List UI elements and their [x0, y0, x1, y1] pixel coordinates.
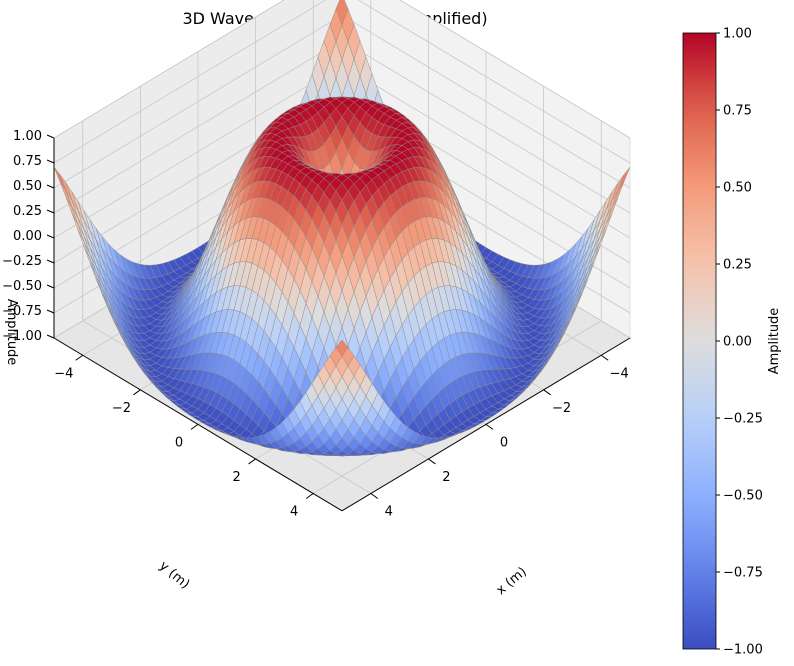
y-tick	[248, 458, 256, 465]
x-tick	[600, 354, 609, 361]
wall-grid-line	[53, 39, 343, 214]
x-tick	[428, 458, 436, 465]
colorbar-tick-label: −0.50	[723, 489, 763, 504]
x-tick	[370, 493, 379, 499]
x-tick	[543, 389, 551, 396]
z-tick	[46, 134, 55, 139]
z-tick	[46, 234, 55, 239]
colorbar-label: Amplitude	[767, 308, 782, 375]
z-axis-label: Amplitude	[4, 299, 19, 366]
y-tick	[305, 493, 314, 499]
y-axis-label: y (m)	[156, 558, 192, 592]
wall-grid-line	[341, 64, 631, 239]
z-tick	[46, 209, 55, 214]
colorbar-tick-label: 0.25	[723, 258, 752, 273]
z-tick	[46, 159, 55, 164]
z-tick-label: 1.00	[13, 129, 42, 144]
axes-ticks: −4 −2 0 2 4 −4 −2 0 2 4 −1.00 −0.75 −0.50 −0.25 0.00 0.…	[2, 129, 631, 520]
colorbar: −1.00 −0.75 −0.50 −0.25 0.00 0.25 0.50 0.75 1.00	[682, 27, 763, 658]
wall-grid-line	[357, 0, 631, 164]
z-tick	[46, 284, 55, 289]
x-tick-label: 0	[500, 435, 508, 450]
colorbar-tick-label: 0.75	[723, 104, 752, 119]
wall-grid-line	[53, 0, 285, 139]
wall-grid-line	[341, 39, 631, 214]
x-tick	[485, 423, 494, 430]
x-tick-label: −4	[610, 366, 629, 381]
z-tick-label: −1.00	[2, 329, 42, 344]
x-tick-label: −2	[552, 401, 571, 416]
z-tick-label: −0.25	[2, 254, 42, 269]
colorbar-tick-label: 0.50	[723, 181, 752, 196]
y-tick	[75, 354, 84, 361]
y-tick-label: −2	[112, 401, 131, 416]
y-tick-label: 4	[290, 505, 298, 520]
y-tick-label: 0	[175, 435, 183, 450]
z-tick-label: 0.50	[13, 179, 42, 194]
colorbar-tick-label: 0.00	[723, 335, 752, 350]
y-tick-label: 2	[232, 470, 240, 485]
wall-grid-line	[53, 64, 343, 239]
wall-grid-line	[341, 14, 631, 189]
x-tick-label: 4	[385, 505, 393, 520]
y-tick	[133, 389, 141, 396]
z-tick-label: −0.50	[2, 279, 42, 294]
z-tick-label: 0.25	[13, 204, 42, 219]
colorbar-tick-label: −0.75	[723, 566, 763, 581]
wall-grid-line	[399, 0, 631, 139]
surface-facet	[335, 339, 349, 357]
x-tick-label: 2	[442, 470, 450, 485]
z-tick	[46, 309, 55, 314]
z-tick	[46, 334, 55, 339]
y-tick	[190, 423, 199, 430]
z-tick-label: 0.75	[13, 154, 42, 169]
colorbar-gradient	[682, 32, 717, 650]
wall-grid-line	[53, 0, 327, 164]
y-tick-label: −4	[54, 366, 73, 381]
colorbar-tick-label: −0.25	[723, 412, 763, 427]
z-tick-label: −0.75	[2, 304, 42, 319]
colorbar-tick-label: −1.00	[723, 643, 763, 658]
z-tick	[46, 259, 55, 264]
surface-plot	[53, 0, 631, 457]
wall-grid-line	[53, 14, 343, 189]
x-axis-label: x (m)	[494, 564, 530, 598]
z-tick-label: 0.00	[13, 229, 42, 244]
colorbar-tick-label: 1.00	[723, 27, 752, 42]
z-tick	[46, 184, 55, 189]
